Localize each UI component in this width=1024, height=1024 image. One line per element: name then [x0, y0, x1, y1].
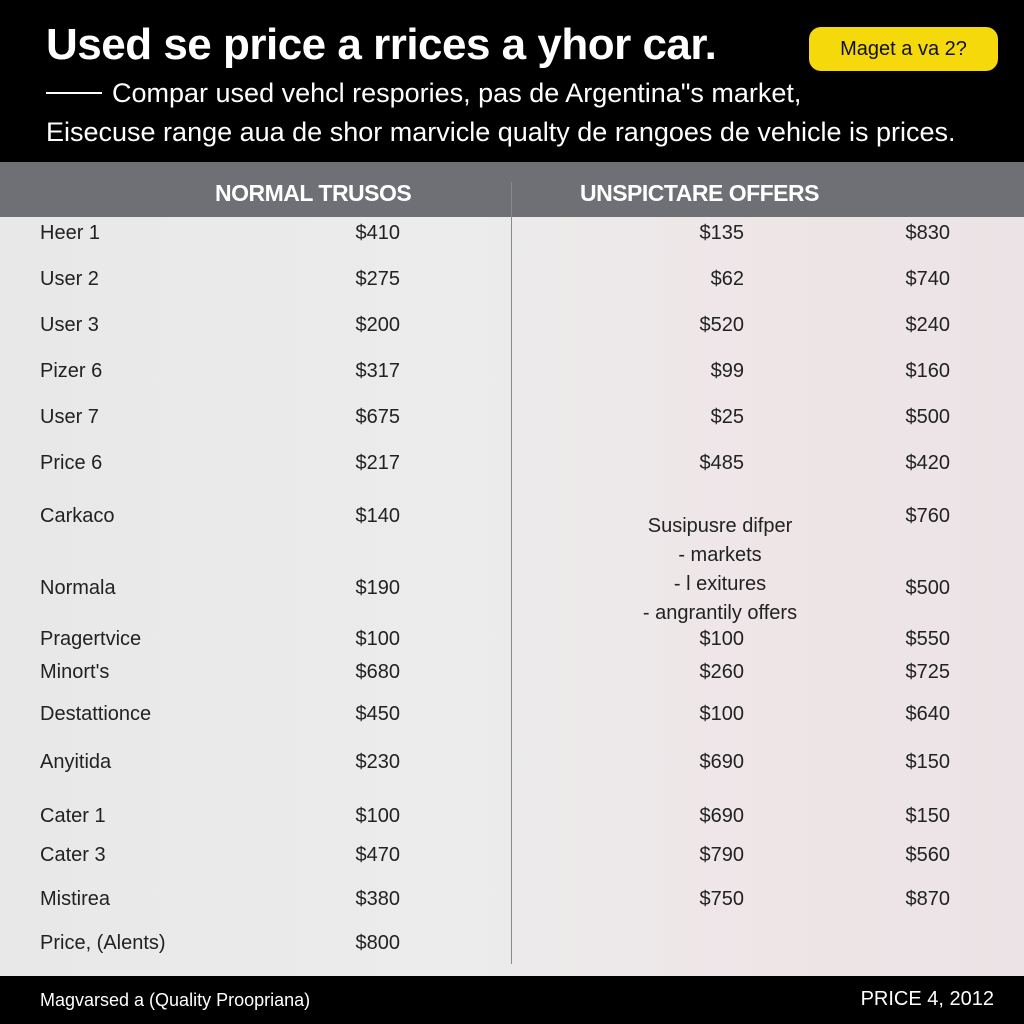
- price-cell: $100: [699, 703, 745, 725]
- price-cell: $150: [905, 805, 951, 827]
- row-label: Minort's: [40, 661, 110, 683]
- promo-badge[interactable]: Maget a va 2?: [809, 27, 998, 71]
- row-label: Pizer 6: [40, 360, 103, 382]
- price-cell: $260: [699, 661, 745, 683]
- price-cell: $550: [905, 628, 951, 650]
- row-label: Price 6: [40, 452, 103, 474]
- price-cell: $140: [355, 505, 401, 527]
- footer-date: PRICE 4, 2012: [860, 988, 994, 1010]
- price-cell: $560: [905, 844, 951, 866]
- price-cell: $217: [355, 452, 401, 474]
- row-label: Cater 3: [40, 844, 106, 866]
- price-cell: $690: [699, 751, 745, 773]
- price-cell: $100: [699, 628, 745, 650]
- table-header: NORMAL TRUSOS UNSPICTARE OFFERS: [0, 162, 1024, 217]
- price-cell: $800: [355, 932, 401, 954]
- footer-source: Magvarsed a (Quality Proopriana): [40, 990, 311, 1010]
- note-line: - markets: [678, 544, 762, 566]
- price-cell: $750: [699, 888, 745, 910]
- footer: Magvarsed a (Quality Proopriana) PRICE 4…: [0, 976, 1024, 1024]
- column-title-normal: NORMAL TRUSOS: [215, 180, 412, 206]
- price-cell: $135: [699, 222, 745, 244]
- price-cell: $485: [699, 452, 745, 474]
- price-cell: $500: [905, 577, 951, 599]
- price-cell: $25: [710, 406, 744, 428]
- price-cell: $160: [905, 360, 951, 382]
- price-table: NORMAL TRUSOS UNSPICTARE OFFERS Heer 1 $4…: [0, 162, 1024, 976]
- price-cell: $275: [355, 268, 401, 290]
- subtitle-line-2: Eisecuse range aua de shor marvicle qual…: [46, 117, 956, 147]
- price-cell: $420: [905, 452, 951, 474]
- note-line: - l exitures: [673, 573, 767, 595]
- price-cell: $240: [905, 314, 951, 336]
- price-cell: $100: [355, 628, 401, 650]
- row-label: Pragertvice: [40, 628, 142, 650]
- page-title: Used se price a rrices a yhor car.: [46, 20, 717, 69]
- price-cell: $760: [905, 505, 951, 527]
- price-cell: $640: [905, 703, 951, 725]
- price-cell: $100: [355, 805, 401, 827]
- price-cell: $725: [905, 661, 951, 683]
- subtitle-line-1: Compar used vehcl respories, pas de Arge…: [112, 78, 802, 108]
- price-cell: $200: [355, 314, 401, 336]
- price-cell: $317: [355, 360, 401, 382]
- row-label: User 2: [40, 268, 99, 290]
- row-label: Destattionce: [40, 703, 152, 725]
- note-line: Susipusre difper: [647, 515, 793, 537]
- offers-note: Susipusre difper - markets - l exitures …: [600, 512, 840, 628]
- price-cell: $830: [905, 222, 951, 244]
- price-cell: $410: [355, 222, 401, 244]
- note-line: - angrantily offers: [642, 602, 798, 624]
- price-cell: $790: [699, 844, 745, 866]
- price-cell: $230: [355, 751, 401, 773]
- row-label: Mistirea: [40, 888, 111, 910]
- subtitle-rule: [46, 92, 102, 94]
- price-cell: $190: [355, 577, 401, 599]
- row-label: Heer 1: [40, 222, 101, 244]
- price-cell: $150: [905, 751, 951, 773]
- row-label: Normala: [40, 577, 116, 599]
- price-cell: $520: [699, 314, 745, 336]
- column-divider: [511, 182, 512, 964]
- price-cell: $675: [355, 406, 401, 428]
- price-cell: $690: [699, 805, 745, 827]
- price-cell: $680: [355, 661, 401, 683]
- price-cell: $62: [710, 268, 744, 290]
- row-label: Anyitida: [40, 751, 112, 773]
- row-label: Cater 1: [40, 805, 106, 827]
- row-label: Carkaco: [40, 505, 115, 527]
- price-cell: $870: [905, 888, 951, 910]
- price-cell: $99: [710, 360, 744, 382]
- row-label: Price, (Alents): [40, 932, 166, 954]
- price-cell: $380: [355, 888, 401, 910]
- header: Used se price a rrices a yhor car. Maget…: [0, 0, 1024, 162]
- column-title-offers: UNSPICTARE OFFERS: [580, 180, 819, 206]
- row-label: User 7: [40, 406, 99, 428]
- price-cell: $450: [355, 703, 401, 725]
- price-cell: $500: [905, 406, 951, 428]
- row-label: User 3: [40, 314, 99, 336]
- price-cell: $740: [905, 268, 951, 290]
- price-cell: $470: [355, 844, 401, 866]
